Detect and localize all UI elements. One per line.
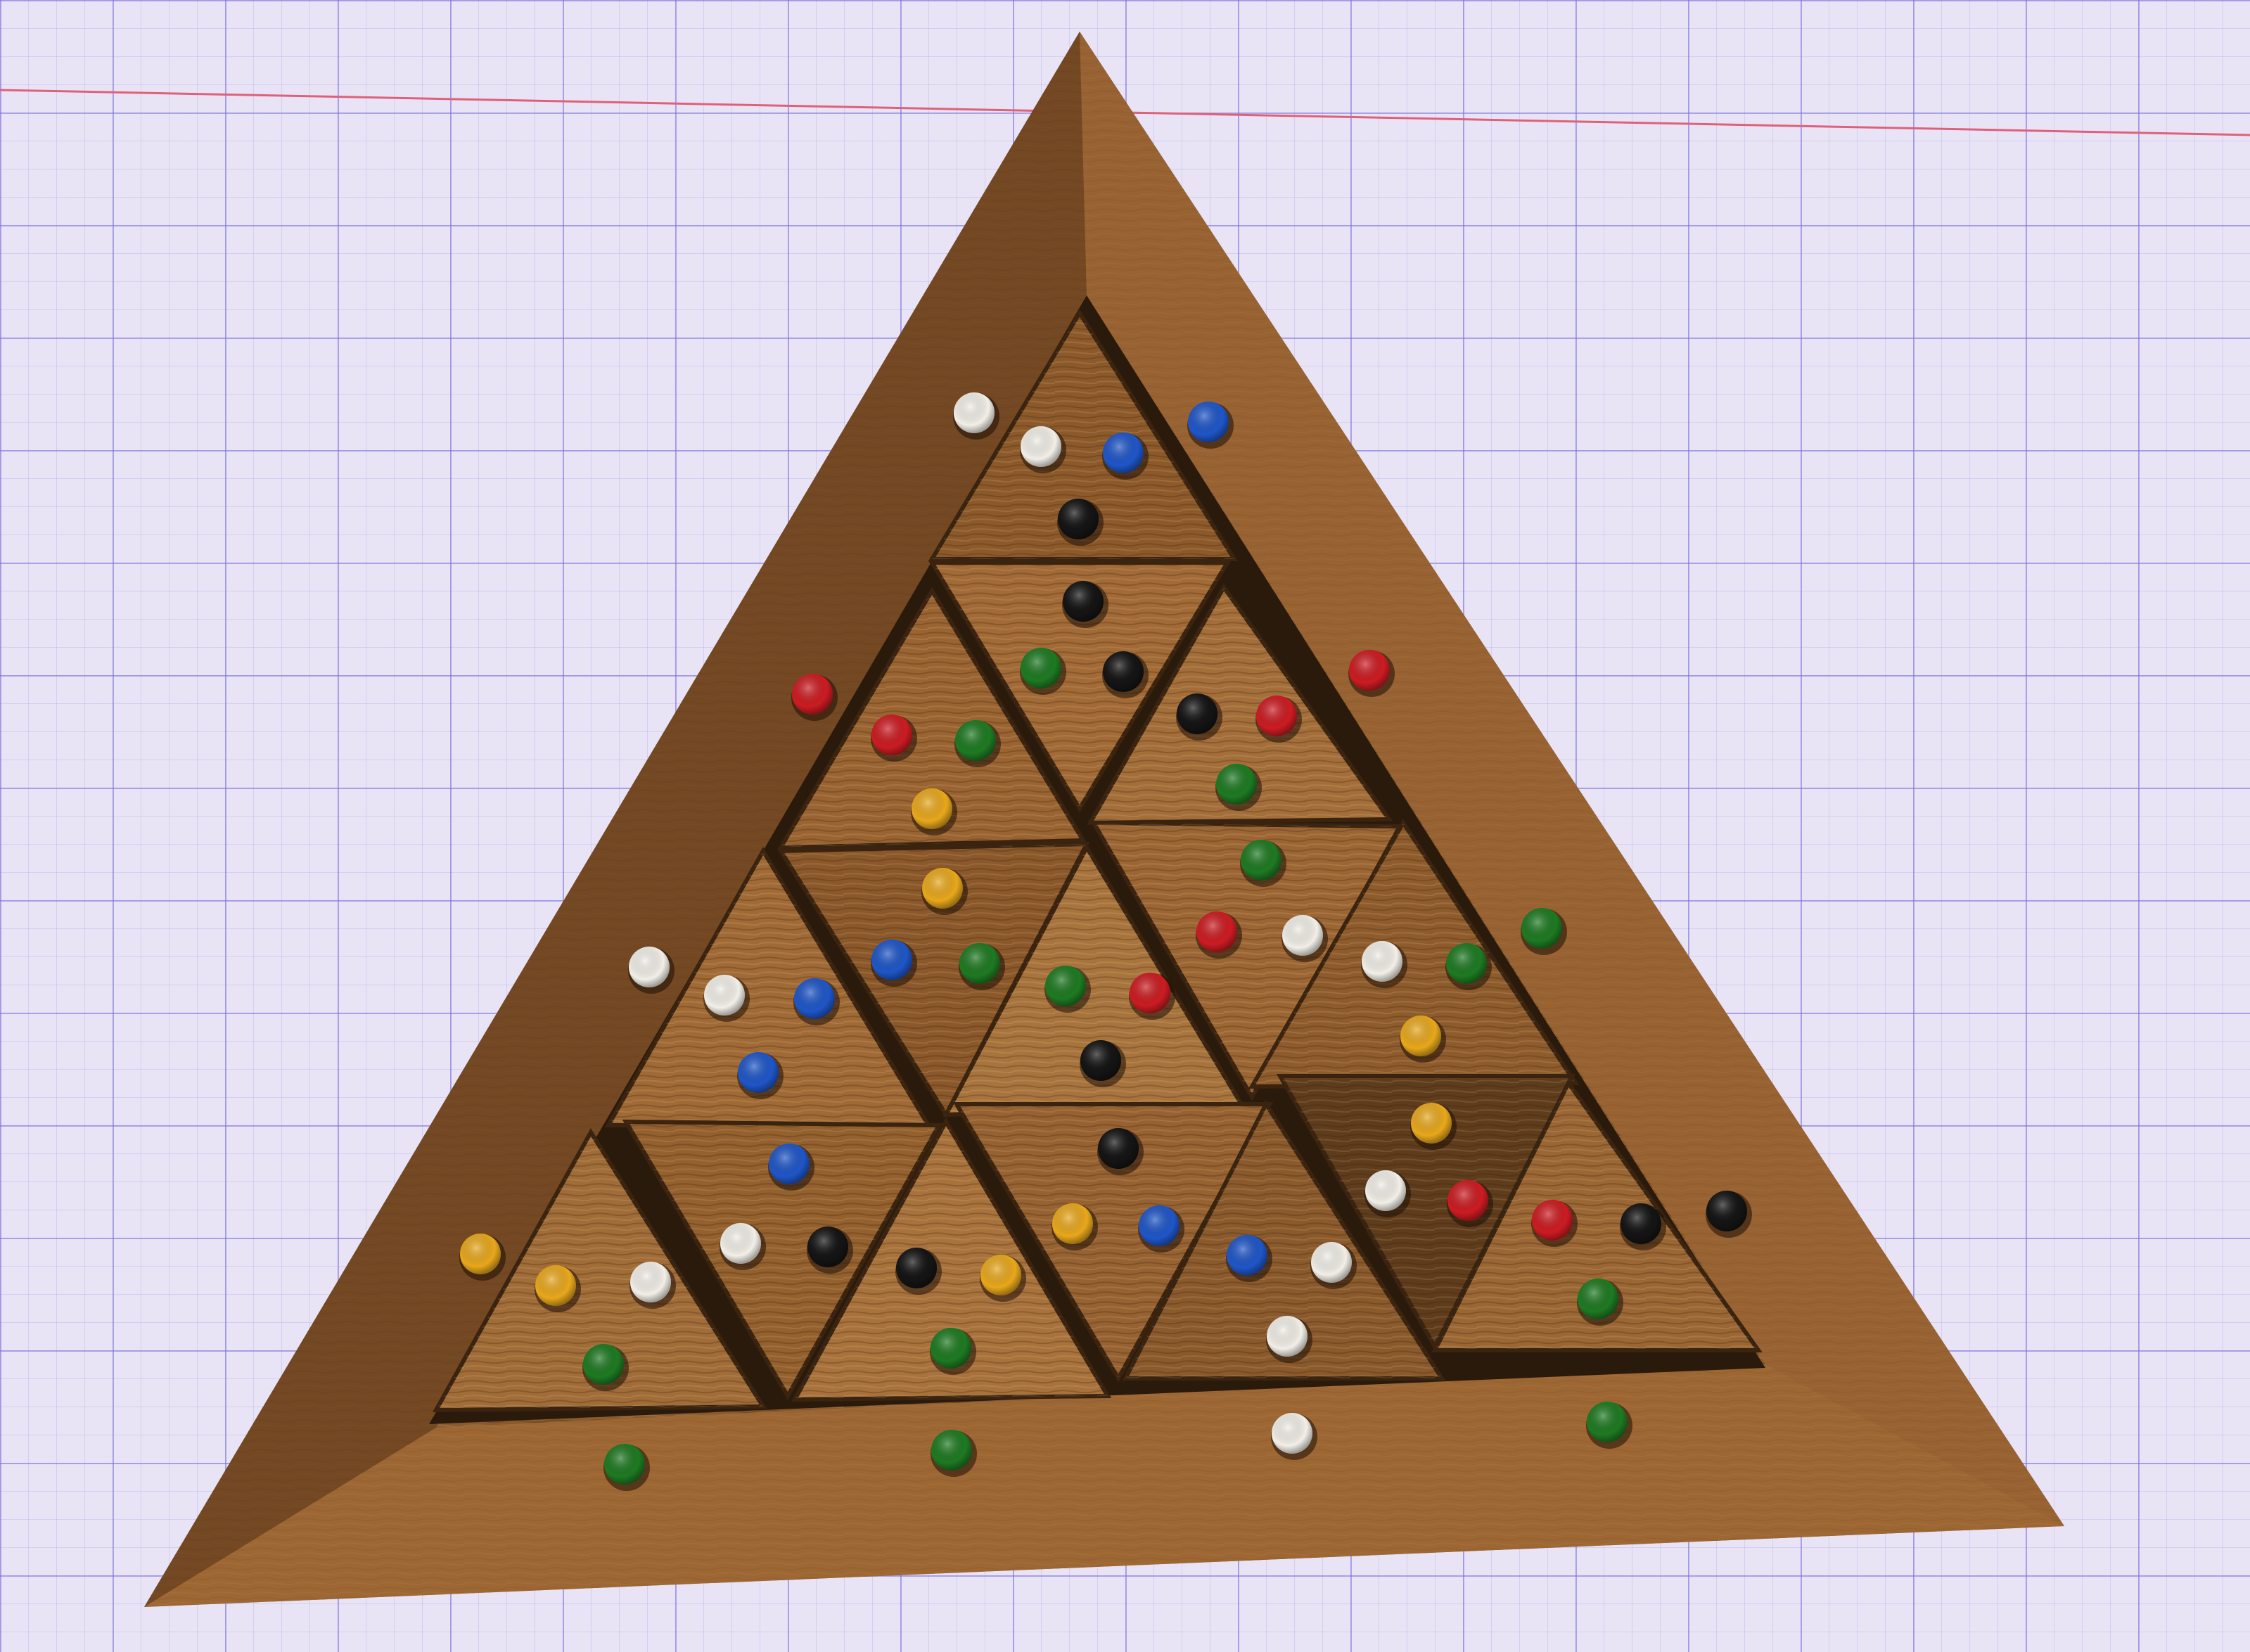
peg-highlight [1282,915,1323,956]
puzzle-tile-grain [946,847,1241,1115]
peg-highlight [1058,499,1099,539]
peg-highlight [1521,908,1562,949]
peg-highlight [604,1444,645,1485]
peg-highlight [1103,651,1144,692]
peg-highlight [1227,1235,1267,1276]
peg-highlight [792,674,833,715]
peg-highlight [1362,941,1402,982]
puzzle-tile-grain [1090,587,1389,823]
puzzle-tile-grain [1094,823,1400,1097]
peg-highlight [1130,973,1170,1013]
peg-highlight [1532,1200,1573,1241]
puzzle-tile-grain [608,851,928,1125]
puzzle-tile-grain [781,844,1087,1115]
peg-highlight [1103,433,1144,473]
puzzle-tile-grain [1252,823,1575,1087]
peg-highlight [1052,1203,1093,1244]
peg-highlight [931,1430,972,1471]
peg-highlight [980,1255,1021,1295]
peg-highlight [1447,1180,1488,1221]
peg-highlight [1411,1103,1452,1144]
puzzle-tile-grain [436,1132,763,1410]
puzzle-tile-grain [1435,1083,1758,1350]
peg-highlight [922,868,963,909]
peg-layer [459,392,1752,1491]
peg-highlight [460,1234,501,1274]
peg-highlight [912,788,952,829]
frame-bottom-bevel [144,1364,2064,1607]
puzzle-tile-grain [1125,1104,1442,1378]
peg-highlight [794,978,835,1019]
puzzle-tile-grain [781,591,1083,847]
peg-highlight [1216,764,1257,805]
peg-highlight [1578,1279,1618,1319]
peg-highlight [630,1262,671,1302]
peg-highlight [1446,943,1487,984]
peg-highlight [1021,648,1061,689]
peg-highlight [871,940,912,980]
peg-highlight [955,720,996,761]
peg-highlight [931,1328,971,1369]
peg-highlight [720,1223,761,1264]
puzzle-tile-grain [1280,1076,1572,1347]
puzzle-tile-grain [795,1122,1108,1400]
peg-highlight [1587,1402,1628,1442]
peg-highlight [959,943,1000,984]
peg-highlight [1045,966,1086,1006]
peg-highlight [1400,1016,1441,1056]
tile-layer [432,309,1763,1413]
peg-highlight [1267,1316,1308,1357]
peg-highlight [1196,911,1237,952]
peg-highlight [1080,1040,1121,1081]
frame-right-bevel [1080,32,2064,1526]
peg-highlight [769,1144,810,1184]
peg-highlight [1098,1128,1139,1169]
peg-highlight [1021,426,1061,467]
puzzle-tile-grain [626,1122,939,1396]
peg-highlight [583,1344,624,1385]
peg-highlight [1256,696,1297,736]
peg-highlight [954,392,995,433]
peg-highlight [629,947,670,987]
peg-highlight [1241,840,1281,881]
peg-highlight [1139,1205,1180,1246]
peg-highlight [896,1248,937,1288]
peg-highlight [1272,1413,1312,1454]
peg-highlight [1349,650,1390,691]
peg-highlight [1706,1191,1747,1231]
peg-highlight [1188,402,1229,442]
peg-highlight [1177,693,1217,734]
peg-highlight [807,1227,848,1267]
peg-highlight [1063,581,1104,622]
puzzle-tile-grain [932,313,1234,559]
peg-highlight [1621,1203,1661,1244]
peg-highlight [871,715,912,755]
peg-highlight [535,1265,576,1306]
peg-highlight [704,975,745,1016]
peg-highlight [1365,1170,1406,1211]
peg-highlight [1311,1242,1352,1283]
peg-highlight [738,1052,779,1093]
puzzle-tile-grain [957,1104,1270,1378]
frame-left-bevel [144,32,1087,1607]
puzzle-tile-grain [932,563,1227,809]
